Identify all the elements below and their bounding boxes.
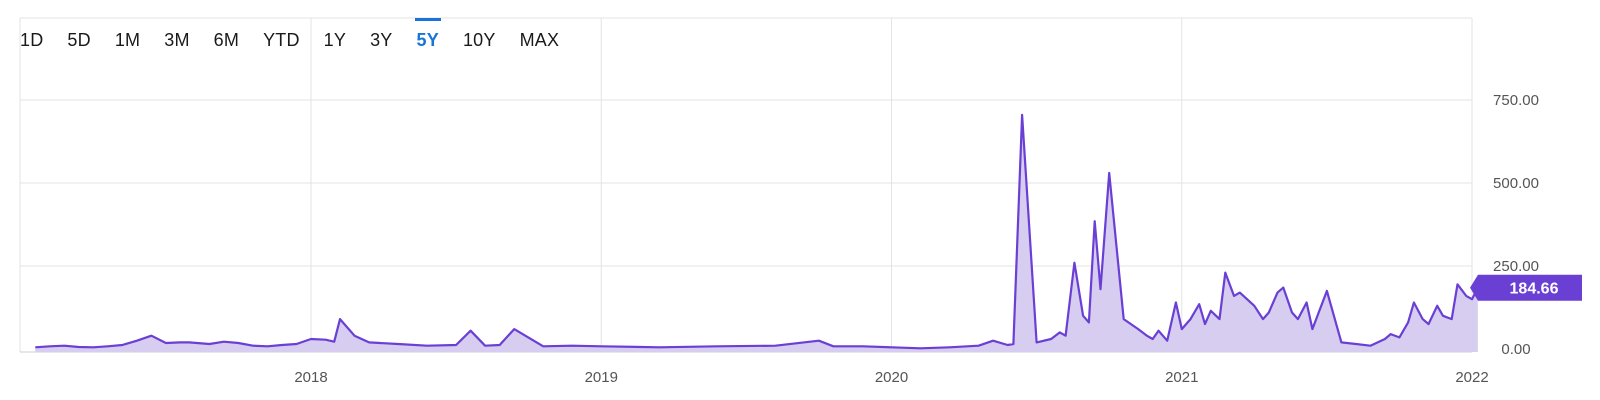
last-value-label: 184.66	[1510, 281, 1559, 298]
y-tick-label: 0.00	[1501, 341, 1530, 358]
y-tick-label: 250.00	[1493, 258, 1539, 275]
x-tick-label: 2020	[875, 369, 908, 386]
x-tick-label: 2021	[1165, 369, 1198, 386]
last-value-badge-shape	[1470, 274, 1582, 301]
y-tick-label: 500.00	[1493, 175, 1539, 192]
x-tick-label: 2019	[585, 369, 618, 386]
grid	[19, 17, 1473, 353]
range-1m-button[interactable]: 1M	[114, 30, 141, 50]
range-1d-button[interactable]: 1D	[20, 30, 44, 50]
range-max-button[interactable]: MAX	[519, 30, 560, 50]
range-5y-button[interactable]: 5Y	[414, 18, 442, 62]
range-selector: 1D 5D 1M 3M 6M YTD 1Y 3Y 5Y 10Y MAX	[20, 18, 583, 62]
x-axis-ticks: 2018 2019 2020 2021 2022	[294, 369, 1488, 386]
range-3y-button[interactable]: 3Y	[370, 30, 393, 50]
range-10y-button[interactable]: 10Y	[462, 30, 496, 50]
range-1y-button[interactable]: 1Y	[323, 30, 347, 50]
x-tick-label: 2022	[1455, 369, 1488, 386]
x-tick-label: 2018	[294, 369, 327, 386]
range-ytd-button[interactable]: YTD	[263, 30, 300, 50]
y-axis-ticks: 0.00 250.00 500.00 750.00	[1493, 92, 1539, 358]
range-3m-button[interactable]: 3M	[164, 30, 190, 50]
series-line	[35, 113, 1479, 350]
range-5d-button[interactable]: 5D	[67, 30, 91, 50]
y-tick-label: 750.00	[1493, 92, 1539, 109]
range-6m-button[interactable]: 6M	[213, 30, 240, 50]
last-value-badge: 184.66	[1470, 274, 1582, 301]
series-area	[35, 114, 1478, 353]
